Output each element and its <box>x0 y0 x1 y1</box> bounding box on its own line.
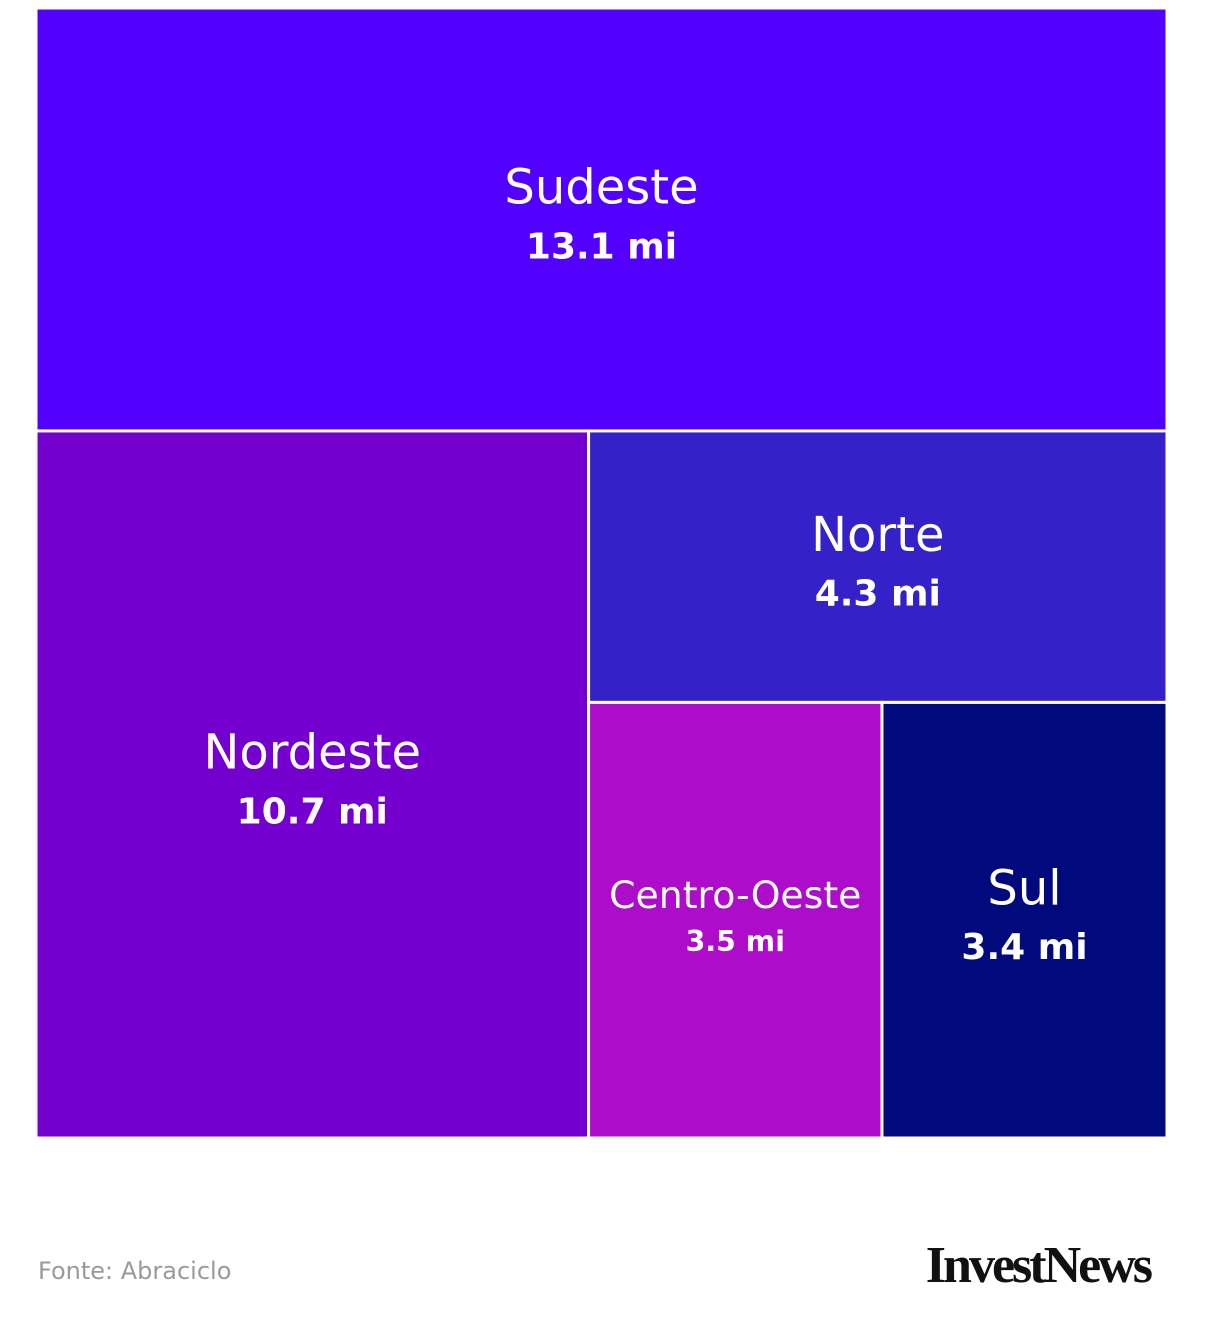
logo: InvestNews <box>926 1237 1152 1294</box>
treemap-cell <box>34 429 591 1140</box>
treemap-cell <box>587 429 1169 704</box>
value-label: 10.7 mi <box>237 791 388 832</box>
treemap-cell <box>587 700 884 1140</box>
cell-label: Norte <box>811 507 944 563</box>
value-label: 3.4 mi <box>961 927 1087 968</box>
cell-label: Nordeste <box>204 725 422 781</box>
source-note: Fonte: Abraciclo <box>38 1257 231 1285</box>
cell-label: Sudeste <box>504 160 698 216</box>
treemap-cell <box>880 700 1169 1140</box>
cell-label: Sul <box>987 860 1061 916</box>
value-label: 13.1 mi <box>526 226 677 267</box>
cell-label: Centro-Oeste <box>609 873 861 917</box>
treemap-cell <box>34 6 1169 433</box>
value-label: 3.5 mi <box>686 925 785 958</box>
value-label: 4.3 mi <box>815 573 941 614</box>
